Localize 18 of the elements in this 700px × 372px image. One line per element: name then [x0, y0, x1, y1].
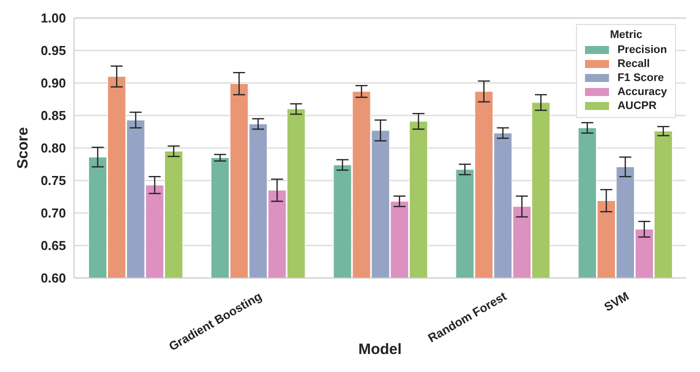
legend-title: Metric — [609, 29, 644, 41]
y-tick-label: 0.70 — [40, 206, 66, 221]
y-tick-label: 0.95 — [40, 43, 66, 58]
legend-label: AUCPR — [617, 100, 657, 112]
legend-label: F1 Score — [617, 72, 664, 84]
legend-label: Precision — [617, 44, 667, 56]
y-tick-label: 0.75 — [40, 173, 66, 188]
y-tick-label: 0.80 — [40, 140, 66, 156]
y-tick-label: 0.85 — [40, 108, 66, 124]
y-tick-label: 0.60 — [40, 270, 66, 286]
x-axis-title: Model — [358, 341, 402, 358]
legend-label: Accuracy — [617, 86, 667, 98]
y-axis-title: Score — [14, 127, 32, 169]
y-tick-label: 0.65 — [40, 238, 66, 254]
x-tick-label: SVM — [602, 289, 632, 314]
y-tick-label: 1.00 — [40, 10, 66, 26]
y-tick-label: 0.90 — [40, 76, 66, 91]
legend-label: Recall — [617, 58, 650, 70]
